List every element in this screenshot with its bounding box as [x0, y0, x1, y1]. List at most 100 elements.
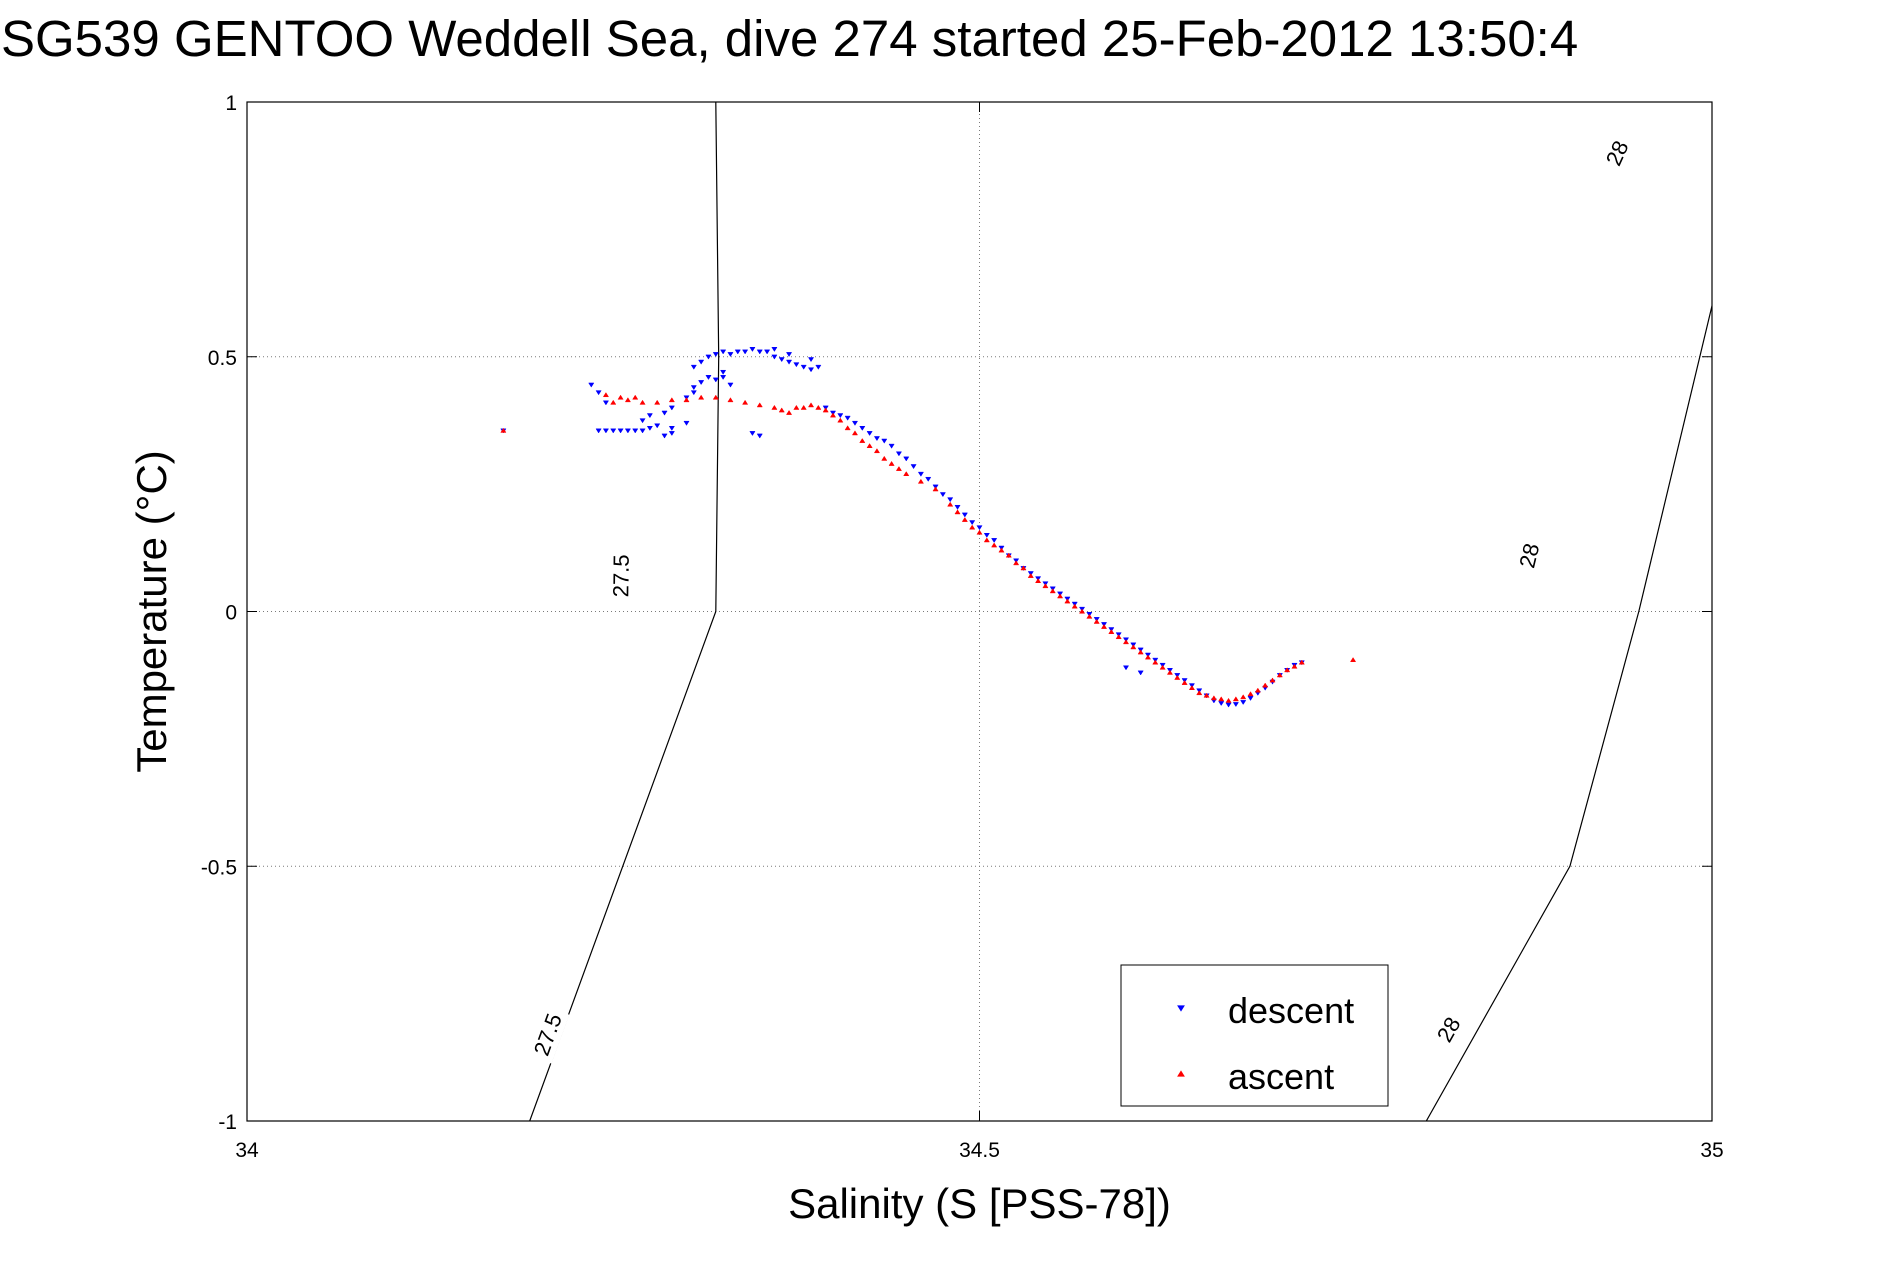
ascent-point [1122, 639, 1130, 645]
ascent-point [639, 399, 646, 405]
ascent-point [822, 407, 829, 413]
descent-point [588, 382, 595, 388]
chart-title: SG539 GENTOO Weddell Sea, dive 274 start… [1, 10, 1578, 67]
ascent-point [1254, 687, 1261, 693]
descent-point [866, 431, 873, 436]
x-axis-label: Salinity (S [PSS-78]) [788, 1180, 1171, 1227]
ascent-point [602, 392, 609, 398]
descent-point [969, 520, 976, 526]
ascent-point [1005, 552, 1012, 558]
ascent-point [617, 394, 624, 400]
ascent-point [1144, 654, 1152, 660]
ascent-point [983, 537, 990, 543]
descent-point [749, 347, 756, 352]
isopycnal-label-bg [1423, 999, 1474, 1059]
descent-point [661, 410, 668, 416]
descent-point [690, 390, 697, 396]
ascent-point [1203, 692, 1210, 698]
isopycnal-label-bg [606, 549, 635, 603]
descent-point [851, 420, 859, 426]
x-tick-label: 34 [235, 1139, 259, 1162]
descent-point [683, 420, 690, 426]
descent-point [668, 426, 675, 431]
y-tick-label: 1 [225, 92, 237, 115]
descent-point [595, 390, 602, 396]
ascent-point [683, 397, 690, 403]
ascent-point [1049, 588, 1056, 594]
descent-point [727, 382, 734, 388]
descent-point [917, 471, 924, 477]
ascent-point [1071, 603, 1078, 609]
ascent-point [1020, 565, 1027, 571]
ascent-point [756, 402, 763, 408]
descent-point [785, 359, 793, 365]
descent-point [720, 349, 727, 355]
descent-point [639, 428, 646, 434]
descent-point [705, 375, 712, 380]
ascent-point [969, 524, 976, 530]
descent-point [610, 428, 617, 434]
descent-point [785, 352, 793, 358]
isopycnal-contours [529, 102, 1712, 1121]
descent-point [976, 525, 983, 531]
descent-point [991, 538, 998, 543]
descent-point [749, 431, 756, 436]
descent-point [793, 362, 800, 368]
ascent-point [1013, 560, 1020, 566]
ascent-point [837, 417, 844, 423]
legend-box [1120, 964, 1389, 1107]
descent-point [1240, 700, 1247, 706]
ascent-point [1291, 663, 1298, 669]
descent-point [859, 426, 866, 431]
ascent-point [807, 402, 815, 408]
legend-marker-descent [1177, 1005, 1185, 1012]
y-axis-label: Temperature (°C) [128, 450, 175, 773]
descent-point [1225, 702, 1232, 708]
descent-point [698, 380, 705, 386]
y-tick-label: -0.5 [201, 856, 237, 879]
ascent-point [991, 542, 998, 548]
isopycnal-label-bg [525, 1005, 570, 1064]
ascent-point [1035, 578, 1042, 583]
ascent-point [1350, 657, 1357, 662]
isopycnal-label-bg [1593, 123, 1641, 183]
ascent-point [1181, 680, 1188, 685]
ascent-point [1108, 629, 1115, 634]
isopycnal-27.5 [529, 102, 720, 1121]
axis-ticks: 34 34.5 35 -1 -0.5 0 0.5 1 [201, 92, 1724, 1162]
descent-point [734, 349, 741, 355]
ascent-point [1115, 634, 1122, 640]
ascent-point [829, 412, 837, 418]
ascent-point [1232, 696, 1239, 702]
descent-point [720, 375, 727, 380]
ascent-point [785, 409, 793, 415]
ascent-point [624, 397, 631, 403]
descent-point [690, 364, 697, 370]
descent-point [1247, 696, 1254, 701]
descent-point [925, 476, 932, 482]
ascent-point [1078, 608, 1086, 614]
ascent-point [1100, 623, 1108, 629]
descent-point [690, 385, 697, 391]
x-tick-label: 34.5 [959, 1139, 1000, 1162]
descent-point [807, 367, 815, 373]
ascent-point [1225, 697, 1232, 703]
descent-point [947, 497, 954, 503]
ascent-point [1152, 659, 1159, 665]
ascent-point [1086, 613, 1093, 619]
ascent-point [1276, 672, 1283, 678]
ascent-point [1210, 695, 1217, 701]
ascent-point [1218, 696, 1225, 702]
ascent-point [1137, 649, 1144, 655]
descent-point [764, 349, 771, 355]
descent-point [1122, 665, 1130, 671]
descent-point [720, 369, 727, 375]
ascent-point [698, 394, 705, 400]
descent-point [742, 349, 749, 355]
descent-point [646, 413, 653, 419]
descent-point [895, 451, 902, 457]
descent-point [712, 377, 719, 383]
descent-point [771, 354, 778, 360]
descent-point [705, 354, 712, 360]
